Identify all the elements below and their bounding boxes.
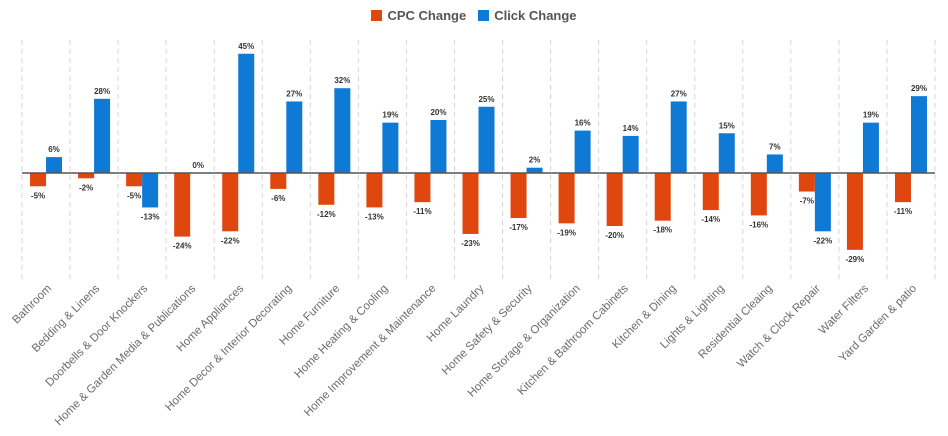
data-label-cpc: -29% <box>846 255 865 264</box>
data-label-click: 25% <box>478 95 494 104</box>
data-label-cpc: -13% <box>365 212 384 221</box>
bars <box>30 53 927 250</box>
bar-cpc[interactable] <box>366 173 383 208</box>
bar-click[interactable] <box>766 154 783 173</box>
bar-cpc[interactable] <box>270 173 287 189</box>
bar-cpc[interactable] <box>846 173 863 250</box>
data-label-cpc: -18% <box>653 226 672 235</box>
data-label-cpc: -11% <box>413 207 431 216</box>
category-label: Home Heating & Cooling <box>293 283 391 381</box>
bar-click[interactable] <box>238 53 255 173</box>
legend-label-click: Click Change <box>494 8 577 23</box>
data-label-cpc: -6% <box>271 194 285 203</box>
data-label-cpc: -14% <box>701 215 720 224</box>
data-label-click: 20% <box>430 108 446 117</box>
data-label-cpc: -20% <box>605 231 624 240</box>
bar-cpc[interactable] <box>126 173 143 187</box>
bar-cpc[interactable] <box>174 173 191 237</box>
bar-cpc[interactable] <box>558 173 575 224</box>
data-label-cpc: -19% <box>557 228 576 237</box>
bar-cpc[interactable] <box>750 173 767 216</box>
legend-item-click[interactable]: Click Change <box>478 8 577 23</box>
data-label-click: 32% <box>334 76 350 85</box>
category-label: Bathroom <box>10 283 54 327</box>
legend-item-cpc[interactable]: CPC Change <box>371 8 466 23</box>
bar-cpc[interactable] <box>510 173 527 219</box>
data-label-cpc: -23% <box>461 239 480 248</box>
bar-click[interactable] <box>574 130 591 173</box>
legend-swatch-click <box>478 10 490 21</box>
data-label-click: 14% <box>623 124 639 133</box>
bar-click[interactable] <box>478 106 495 173</box>
bar-click[interactable] <box>622 135 639 173</box>
bar-cpc[interactable] <box>894 173 911 203</box>
category-label: Doorbells & Door Knockers <box>44 282 151 389</box>
data-label-cpc: -5% <box>31 191 45 200</box>
bar-click[interactable] <box>526 167 543 173</box>
data-label-cpc: -2% <box>79 183 93 192</box>
bar-click[interactable] <box>910 96 927 173</box>
data-label-cpc: -24% <box>173 242 192 251</box>
bar-click[interactable] <box>46 157 63 173</box>
gridlines <box>21 40 936 280</box>
legend-label-cpc: CPC Change <box>387 8 467 23</box>
bar-click[interactable] <box>814 173 831 232</box>
bar-cpc[interactable] <box>222 173 239 232</box>
data-label-click: 19% <box>863 111 879 120</box>
bar-click[interactable] <box>334 88 351 173</box>
data-label-click: 27% <box>286 89 302 98</box>
bar-cpc[interactable] <box>30 173 47 187</box>
bar-click[interactable] <box>862 122 879 173</box>
bar-cpc[interactable] <box>798 173 815 192</box>
bar-cpc[interactable] <box>414 173 431 203</box>
bar-click[interactable] <box>94 98 111 173</box>
data-label-click: 27% <box>671 89 687 98</box>
data-label-cpc: -22% <box>221 236 240 245</box>
legend: CPC Change Click Change <box>0 8 948 23</box>
bar-cpc[interactable] <box>78 173 95 179</box>
bar-click[interactable] <box>382 122 399 173</box>
bar-click[interactable] <box>718 133 735 173</box>
data-label-cpc: -12% <box>317 210 336 219</box>
bar-click[interactable] <box>430 120 447 173</box>
category-label: Water Filters <box>817 282 871 336</box>
bar-cpc[interactable] <box>654 173 671 221</box>
bar-cpc[interactable] <box>606 173 623 226</box>
data-label-cpc: -17% <box>509 223 528 232</box>
bar-click[interactable] <box>142 173 159 208</box>
bar-cpc[interactable] <box>702 173 719 211</box>
legend-swatch-cpc <box>371 10 383 21</box>
data-label-cpc: -5% <box>127 191 141 200</box>
data-label-click: -22% <box>814 236 833 245</box>
data-label-click: 0% <box>192 161 204 170</box>
data-label-click: 6% <box>48 145 60 154</box>
data-label-click: 16% <box>575 119 591 128</box>
data-label-cpc: -7% <box>800 197 814 206</box>
data-label-click: 29% <box>911 84 927 93</box>
data-label-click: 28% <box>94 87 110 96</box>
data-label-click: 45% <box>238 42 254 51</box>
data-label-cpc: -11% <box>894 207 912 216</box>
category-label: Home Safety & Security <box>440 282 535 377</box>
data-label-click: 19% <box>382 111 398 120</box>
data-labels: -5% 6% -2% 28% -5% -13% -24% 0% -22% 45% -6% 27% -12… <box>31 42 927 264</box>
data-label-cpc: -16% <box>749 220 768 229</box>
data-label-click: -13% <box>141 212 160 221</box>
bar-click[interactable] <box>670 101 687 173</box>
bar-click[interactable] <box>286 101 303 173</box>
data-label-click: 7% <box>769 142 781 151</box>
bar-cpc[interactable] <box>462 173 479 234</box>
category-label: Watch & Clock Repair <box>735 283 823 371</box>
bar-cpc[interactable] <box>318 173 335 205</box>
data-label-click: 15% <box>719 121 735 130</box>
data-label-click: 2% <box>529 156 541 165</box>
